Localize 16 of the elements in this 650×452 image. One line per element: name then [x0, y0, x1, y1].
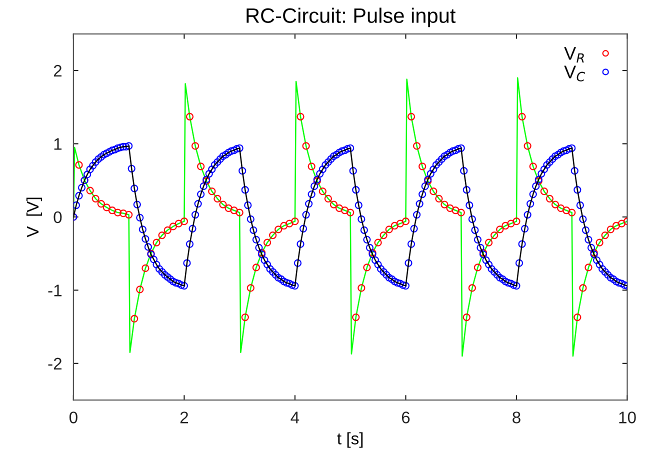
- legend-label: V$_{R}$: [564, 47, 584, 63]
- x-tick-label: 0: [69, 412, 78, 424]
- y-tick-label: -2: [48, 358, 62, 370]
- y-axis-title: V [V]: [26, 198, 42, 238]
- chart-title: RC-Circuit: Pulse input: [246, 8, 456, 28]
- x-axis-title: t [s]: [337, 432, 363, 448]
- x-tick-label: 4: [290, 412, 300, 424]
- x-tick-label: 8: [512, 412, 520, 424]
- x-tick-label: 10: [619, 412, 636, 424]
- y-tick-label: 0: [54, 211, 62, 224]
- y-tick-label: 1: [54, 138, 62, 150]
- y-tick-label: 2: [54, 64, 62, 77]
- legend-label: V$_{C}$: [564, 66, 586, 82]
- x-tick-label: 6: [402, 412, 410, 424]
- y-tick-label: -1: [48, 284, 62, 296]
- x-tick-label: 2: [180, 412, 188, 424]
